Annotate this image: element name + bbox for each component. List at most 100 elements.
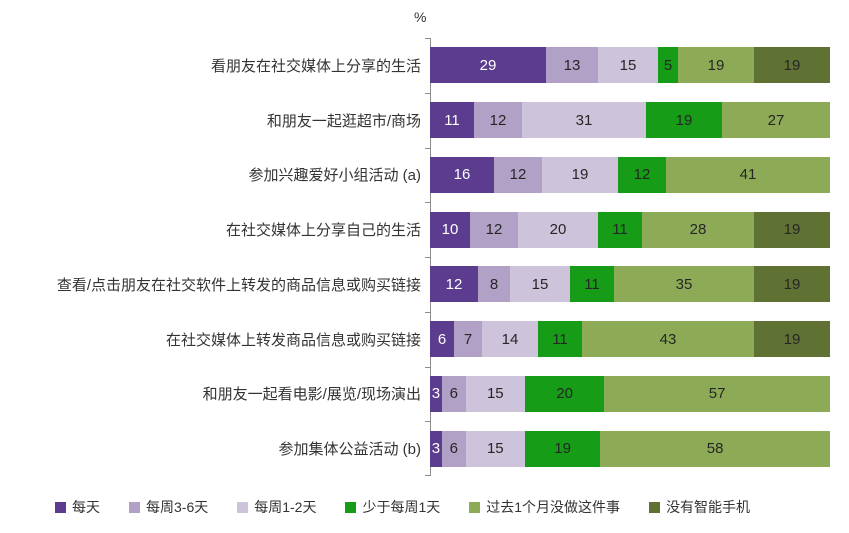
legend-label: 过去1个月没做这件事 xyxy=(486,499,621,515)
value-label: 31 xyxy=(575,111,593,129)
value-label: 11 xyxy=(584,275,600,293)
bar-segment: 6 xyxy=(441,430,466,467)
bar-segment: 12 xyxy=(618,156,666,193)
bar-segment: 29 xyxy=(430,47,546,84)
value-label: 12 xyxy=(485,221,503,239)
bar-track: 11 12 31 19 27 xyxy=(430,102,830,139)
bar-track: 6 7 14 11 43 19 xyxy=(430,321,830,358)
axis-tick xyxy=(425,421,430,422)
chart-row: 在社交媒体上转发商品信息或购买链接 6 7 14 11 43 19 xyxy=(0,312,849,367)
legend-label: 没有智能手机 xyxy=(666,499,751,515)
value-label: 15 xyxy=(619,56,637,74)
bar-track: 16 12 19 12 41 xyxy=(430,156,830,193)
value-label: 12 xyxy=(509,166,527,184)
value-label: 41 xyxy=(739,166,757,184)
bar-segment: 43 xyxy=(582,321,754,358)
value-label: 5 xyxy=(663,56,673,74)
chart-row: 参加兴趣爱好小组活动 (a) 16 12 19 12 41 xyxy=(0,148,849,203)
legend-label: 每周1-2天 xyxy=(254,499,317,515)
bar-segment: 12 xyxy=(494,156,542,193)
value-label: 19 xyxy=(783,330,801,348)
bar-segment: 19 xyxy=(646,102,722,139)
value-label: 13 xyxy=(563,56,581,74)
bar-segment: 27 xyxy=(722,102,830,139)
chart-row: 查看/点击朋友在社交软件上转发的商品信息或购买链接 12 8 15 11 35 19 xyxy=(0,257,849,312)
value-label: 8 xyxy=(489,275,499,293)
category-label: 和朋友一起逛超市/商场 xyxy=(266,112,421,130)
bar-segment: 19 xyxy=(525,430,601,467)
chart-row: 和朋友一起逛超市/商场 11 12 31 19 27 xyxy=(0,93,849,148)
legend-label: 每周3-6天 xyxy=(146,499,209,515)
bar-segment: 3 xyxy=(430,430,442,467)
value-label: 43 xyxy=(659,330,677,348)
chart-row: 和朋友一起看电影/展览/现场演出 3 6 15 20 57 xyxy=(0,367,849,422)
value-label: 28 xyxy=(689,221,707,239)
bar-segment: 10 xyxy=(430,211,470,248)
axis-tick xyxy=(425,475,430,476)
category-label: 参加集体公益活动 (b) xyxy=(278,441,421,459)
legend-swatch-icon xyxy=(55,501,66,513)
value-label: 14 xyxy=(501,330,519,348)
bar-segment: 5 xyxy=(658,47,678,84)
value-label: 11 xyxy=(444,111,460,129)
value-label: 3 xyxy=(431,440,441,458)
bar-segment: 19 xyxy=(754,47,830,84)
legend-swatch-icon xyxy=(649,501,661,513)
bar-track: 10 12 20 11 28 19 xyxy=(430,211,830,248)
bar-segment: 41 xyxy=(666,156,830,193)
legend: 每天 每周3-6天 每周1-2天 少于每周1天 过去1个月没做这件事 没有智能手机 xyxy=(55,497,750,517)
bar-segment: 31 xyxy=(522,102,646,139)
value-label: 12 xyxy=(633,166,651,184)
bar-segment: 15 xyxy=(510,266,570,303)
bar-track: 12 8 15 11 35 19 xyxy=(430,266,830,303)
value-label: 6 xyxy=(437,330,447,348)
chart-row: 看朋友在社交媒体上分享的生活 29 13 15 5 19 19 xyxy=(0,38,849,93)
bar-segment: 11 xyxy=(538,321,582,358)
bar-segment: 12 xyxy=(430,266,478,303)
bar-segment: 11 xyxy=(598,211,642,248)
bar-track: 3 6 15 19 58 xyxy=(430,430,830,467)
value-label: 20 xyxy=(556,385,573,403)
value-label: 12 xyxy=(445,275,463,293)
legend-item: 没有智能手机 xyxy=(649,497,750,517)
legend-item: 过去1个月没做这件事 xyxy=(469,497,620,517)
bar-segment: 11 xyxy=(570,266,614,303)
value-label: 11 xyxy=(552,330,568,348)
category-label: 在社交媒体上转发商品信息或购买链接 xyxy=(165,331,421,349)
bar-segment: 58 xyxy=(600,430,830,467)
value-label: 19 xyxy=(783,221,801,239)
value-label: 19 xyxy=(554,440,571,458)
value-label: 3 xyxy=(431,385,441,403)
axis-tick xyxy=(425,93,430,94)
bar-segment: 35 xyxy=(614,266,754,303)
value-label: 15 xyxy=(486,440,504,458)
axis-tick xyxy=(425,312,430,313)
bar-segment: 57 xyxy=(604,375,830,412)
chart-row: 参加集体公益活动 (b) 3 6 15 19 58 xyxy=(0,421,849,476)
category-label: 参加兴趣爱好小组活动 (a) xyxy=(248,167,421,185)
value-label: 27 xyxy=(767,111,785,129)
bar-segment: 15 xyxy=(465,430,526,467)
value-label: 35 xyxy=(675,275,693,293)
bar-segment: 8 xyxy=(478,266,510,303)
bar-segment: 19 xyxy=(678,47,754,84)
value-label: 6 xyxy=(449,440,458,458)
bar-segment: 19 xyxy=(542,156,618,193)
axis-tick xyxy=(425,38,430,39)
legend-label: 每天 xyxy=(72,499,100,515)
bar-segment: 20 xyxy=(518,211,598,248)
value-label: 19 xyxy=(675,111,693,129)
bar-track: 3 6 15 20 57 xyxy=(430,375,830,412)
axis-unit-label: % xyxy=(414,9,427,25)
axis-tick xyxy=(425,367,430,368)
bar-segment: 14 xyxy=(482,321,538,358)
value-label: 10 xyxy=(441,221,459,239)
legend-swatch-icon xyxy=(345,501,357,513)
bar-segment: 13 xyxy=(546,47,598,84)
value-label: 19 xyxy=(571,166,589,184)
category-label: 看朋友在社交媒体上分享的生活 xyxy=(210,57,421,75)
value-label: 29 xyxy=(479,56,497,74)
bar-segment: 16 xyxy=(430,156,494,193)
bar-track: 29 13 15 5 19 19 xyxy=(430,47,830,84)
